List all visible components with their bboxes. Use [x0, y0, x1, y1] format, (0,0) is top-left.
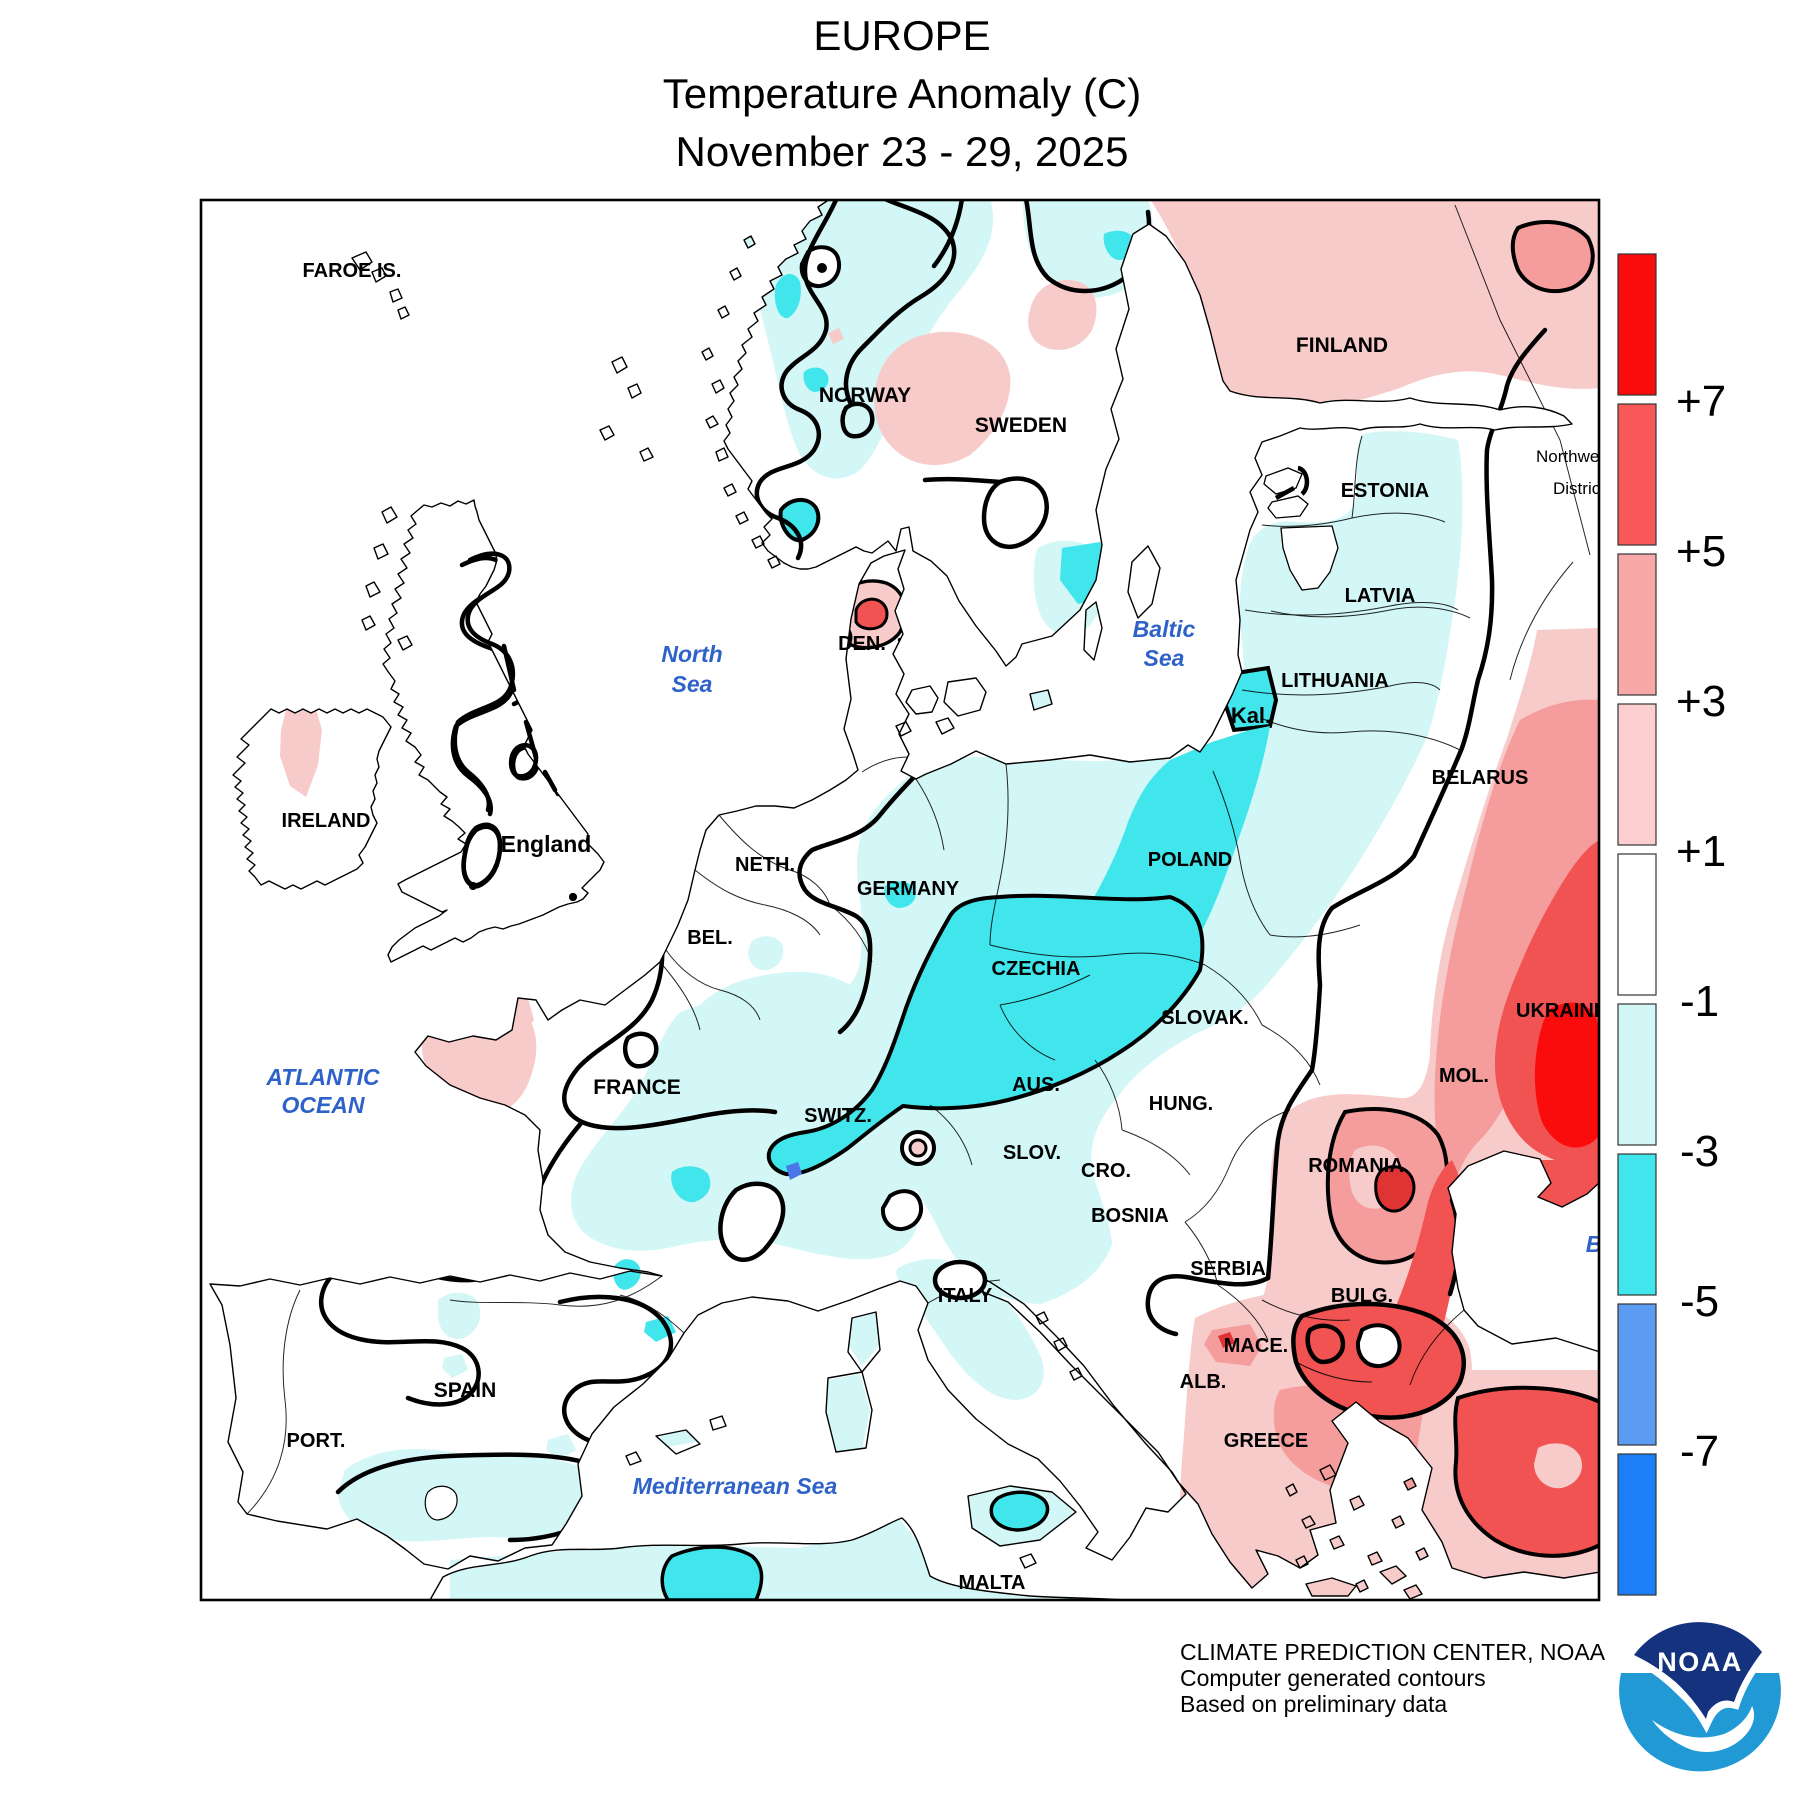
svg-text:EUROPE: EUROPE: [813, 12, 990, 59]
svg-text:MALTA: MALTA: [958, 1572, 1025, 1594]
svg-text:ROMANIA: ROMANIA: [1308, 1155, 1404, 1177]
svg-text:Temperature Anomaly (C): Temperature Anomaly (C): [663, 70, 1142, 117]
svg-text:November 23 - 29, 2025: November 23 - 29, 2025: [676, 128, 1129, 175]
svg-text:FRANCE: FRANCE: [593, 1076, 681, 1099]
svg-text:PORT.: PORT.: [287, 1430, 346, 1452]
svg-text:-7: -7: [1680, 1427, 1719, 1476]
svg-text:NETH.: NETH.: [735, 854, 795, 876]
svg-text:FAROE IS.: FAROE IS.: [303, 260, 402, 282]
svg-text:+5: +5: [1676, 527, 1726, 576]
svg-text:+3: +3: [1676, 677, 1726, 726]
svg-text:OCEAN: OCEAN: [281, 1092, 364, 1118]
svg-text:UKRAINE: UKRAINE: [1516, 1000, 1607, 1022]
svg-text:ATLANTIC: ATLANTIC: [265, 1064, 380, 1090]
svg-text:District: District: [1553, 479, 1605, 498]
svg-text:MOL.: MOL.: [1439, 1065, 1489, 1087]
svg-text:Computer generated contours: Computer generated contours: [1180, 1665, 1486, 1691]
svg-text:NORWAY: NORWAY: [819, 384, 911, 407]
svg-text:AUS.: AUS.: [1012, 1074, 1060, 1096]
svg-text:CLIMATE PREDICTION CENTER, NOA: CLIMATE PREDICTION CENTER, NOAA: [1180, 1639, 1606, 1665]
svg-text:NOAA: NOAA: [1657, 1647, 1743, 1677]
svg-text:BULG.: BULG.: [1331, 1285, 1393, 1307]
svg-text:BELARUS: BELARUS: [1432, 767, 1529, 789]
svg-text:Mediterranean Sea: Mediterranean Sea: [633, 1473, 838, 1499]
svg-text:SWITZ.: SWITZ.: [804, 1105, 872, 1127]
svg-text:-5: -5: [1680, 1277, 1719, 1326]
svg-text:GERMANY: GERMANY: [857, 878, 960, 900]
svg-text:ALB.: ALB.: [1180, 1371, 1227, 1393]
svg-text:ITALY: ITALY: [938, 1285, 993, 1307]
svg-text:GREECE: GREECE: [1224, 1430, 1308, 1452]
svg-text:SLOVAK.: SLOVAK.: [1161, 1007, 1248, 1029]
svg-text:CZECHIA: CZECHIA: [992, 958, 1081, 980]
svg-text:Kal.: Kal.: [1231, 703, 1271, 728]
svg-text:+7: +7: [1676, 377, 1726, 426]
svg-text:SLOV.: SLOV.: [1003, 1142, 1061, 1164]
svg-text:-1: -1: [1680, 977, 1719, 1026]
svg-text:SERBIA: SERBIA: [1190, 1258, 1266, 1280]
svg-text:Northwestern: Northwestern: [1536, 447, 1637, 466]
svg-text:SWEDEN: SWEDEN: [975, 414, 1067, 437]
svg-text:BEL.: BEL.: [687, 927, 733, 949]
svg-text:MACE.: MACE.: [1224, 1335, 1288, 1357]
svg-text:North: North: [661, 641, 722, 667]
svg-text:England: England: [501, 831, 592, 857]
svg-text:LATVIA: LATVIA: [1345, 585, 1416, 607]
svg-text:-3: -3: [1680, 1127, 1719, 1176]
svg-text:B: B: [1586, 1231, 1603, 1257]
svg-text:LITHUANIA: LITHUANIA: [1281, 670, 1389, 692]
svg-text:Sea: Sea: [672, 671, 713, 697]
svg-text:ESTONIA: ESTONIA: [1341, 480, 1430, 502]
svg-text:Sea: Sea: [1144, 645, 1185, 671]
svg-text:SPAIN: SPAIN: [434, 1379, 497, 1402]
svg-text:DEN.: DEN.: [838, 633, 886, 655]
svg-text:HUNG.: HUNG.: [1149, 1093, 1213, 1115]
svg-text:IRELAND: IRELAND: [282, 810, 371, 832]
svg-text:BOSNIA: BOSNIA: [1091, 1205, 1169, 1227]
svg-text:CRO.: CRO.: [1081, 1160, 1131, 1182]
svg-text:FINLAND: FINLAND: [1296, 334, 1388, 357]
svg-text:Baltic: Baltic: [1133, 616, 1196, 642]
svg-text:POLAND: POLAND: [1148, 849, 1232, 871]
svg-text:+1: +1: [1676, 827, 1726, 876]
svg-text:Based on preliminary data: Based on preliminary data: [1180, 1691, 1447, 1717]
